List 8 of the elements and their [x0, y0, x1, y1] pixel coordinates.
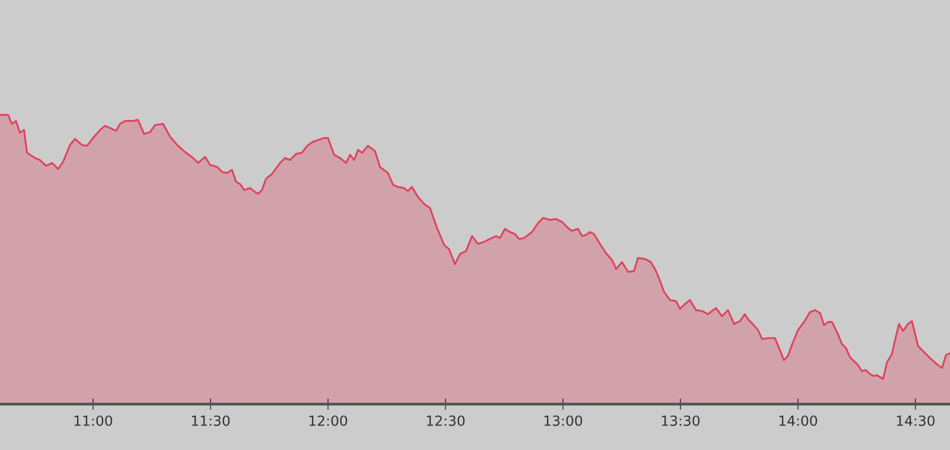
x-tick-label: 11:00 — [74, 415, 112, 426]
x-tick-label: 14:30 — [896, 415, 935, 426]
x-tick-label: 13:30 — [662, 415, 700, 426]
x-tick-label: 12:00 — [310, 415, 348, 426]
x-tick-label: 11:30 — [192, 415, 230, 426]
x-tick-label: 14:00 — [779, 415, 818, 426]
x-tick-label: 13:00 — [544, 415, 582, 426]
x-tick-label: 12:30 — [427, 415, 465, 426]
